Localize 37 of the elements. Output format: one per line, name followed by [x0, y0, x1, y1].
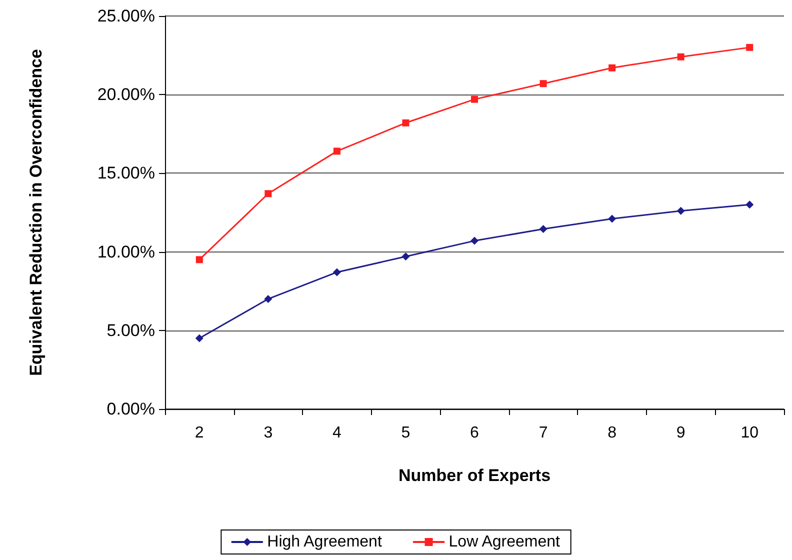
- x-tick-label: 4: [332, 424, 342, 442]
- y-tick-label: 10.00%: [97, 242, 155, 262]
- point: [676, 206, 685, 215]
- point: [471, 96, 478, 103]
- point: [264, 190, 272, 198]
- y-tick-label: 15.00%: [97, 164, 155, 183]
- point: [746, 44, 754, 51]
- point: [402, 119, 410, 126]
- point: [196, 256, 203, 264]
- x-tick-label: 6: [470, 424, 480, 442]
- legend-label: High Agreement: [267, 534, 382, 550]
- y-tick-label: 0.00%: [106, 400, 155, 418]
- y-tick-label: 5.00%: [106, 320, 155, 340]
- point: [746, 200, 754, 209]
- point: [402, 252, 410, 261]
- point: [470, 236, 478, 245]
- x-tick-label: 2: [194, 424, 204, 442]
- x-tick-label: 10: [740, 424, 759, 442]
- point: [332, 268, 341, 276]
- legend-label: Low Agreement: [448, 534, 561, 550]
- point: [677, 53, 684, 60]
- x-axis-title: Number of Experts: [398, 466, 551, 485]
- point: [608, 64, 616, 72]
- point: [608, 214, 616, 223]
- y-axis-title: Equivalent Reduction in Overconfidence: [26, 49, 46, 376]
- point: [540, 80, 547, 88]
- point: [333, 148, 340, 155]
- x-tick-label: 3: [264, 424, 273, 442]
- y-tick-label: 25.00%: [97, 6, 155, 26]
- x-tick-label: 5: [401, 424, 410, 442]
- x-tick-label: 9: [676, 424, 686, 442]
- point: [539, 225, 548, 234]
- y-tick-label: 20.00%: [97, 85, 155, 104]
- point: [195, 334, 204, 342]
- x-tick-label: 7: [538, 424, 548, 442]
- x-tick-label: 8: [608, 424, 617, 442]
- point: [264, 294, 272, 303]
